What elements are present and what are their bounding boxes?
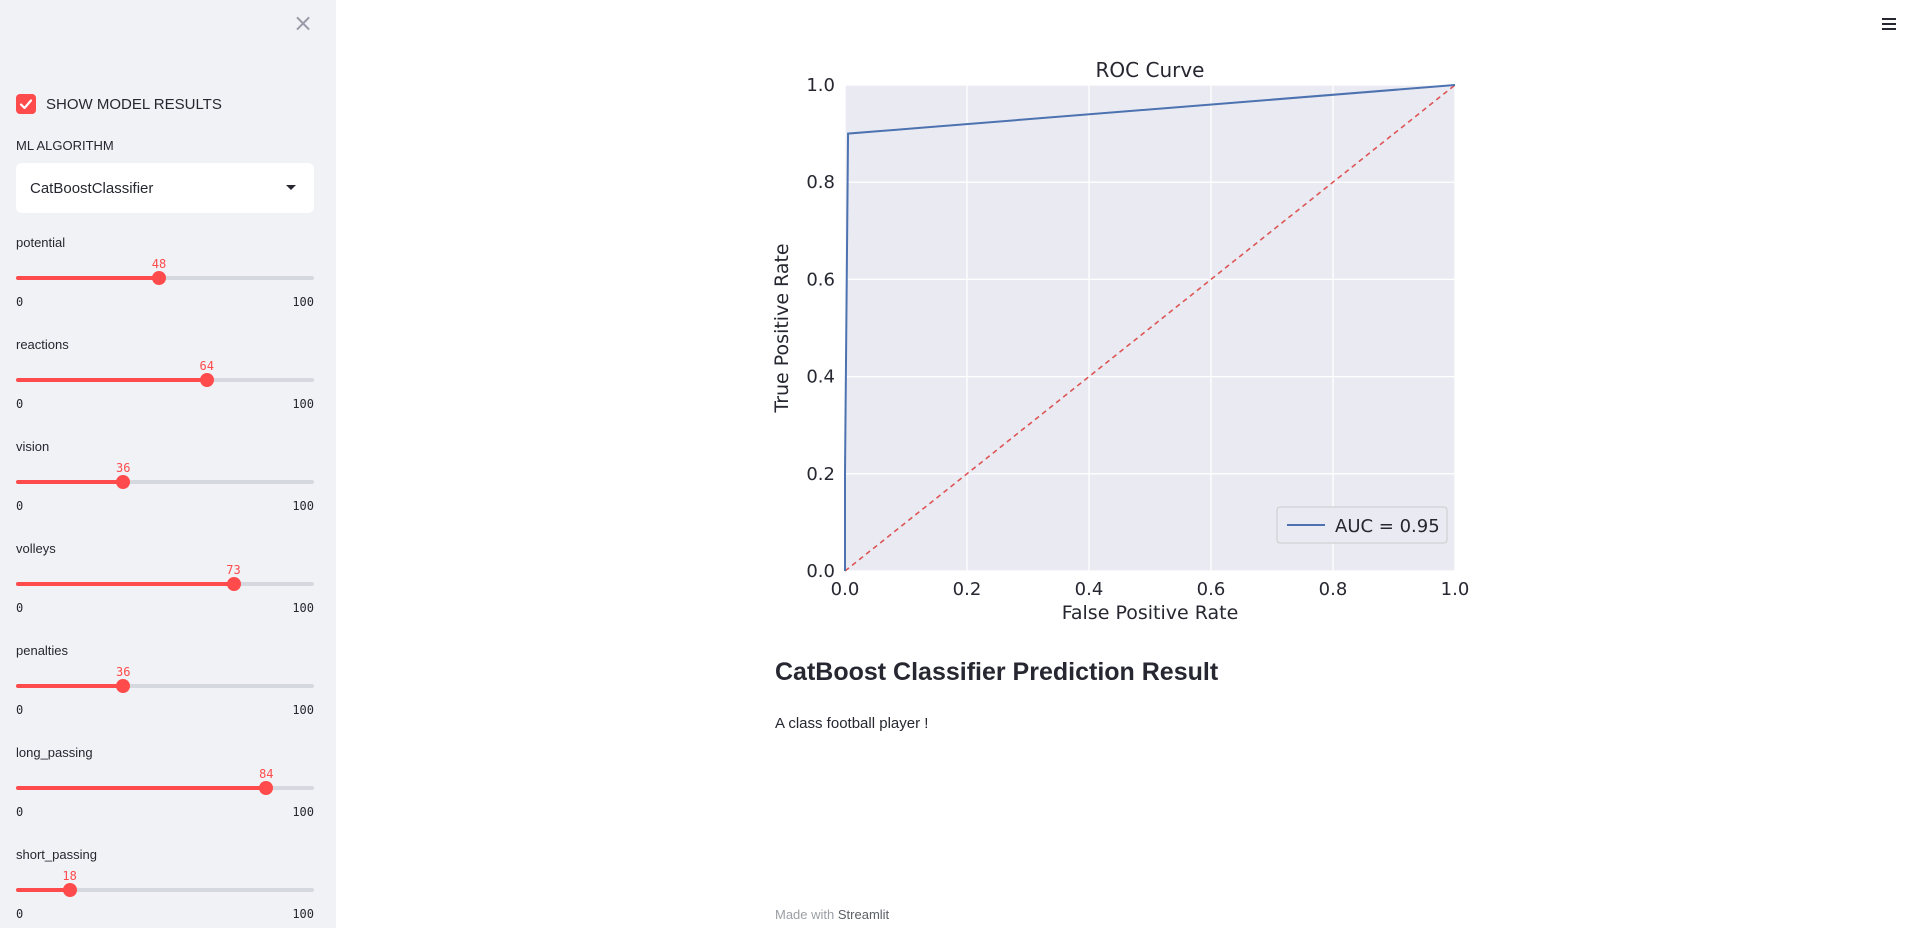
slider-track[interactable] [16,373,314,387]
slider-potential[interactable]: potential 48 0 100 [16,235,314,325]
slider-max: 100 [292,805,314,819]
slider-fill [16,582,234,586]
slider-thumb[interactable] [116,475,131,489]
slider-track[interactable] [16,679,314,693]
y-axis-label: True Positive Rate [771,243,793,413]
slider-penalties[interactable]: penalties 36 0 100 [16,643,314,733]
slider-value: 36 [116,461,131,475]
slider-long-passing[interactable]: long_passing 84 0 100 [16,745,314,835]
slider-label: vision [16,439,50,454]
x-tick-label: 0.6 [1197,579,1226,600]
slider-value: 64 [199,359,214,373]
roc-chart: 0.0 0.2 0.4 0.6 0.8 1.0 0.0 0.2 0.4 0.6 0.8 1.0 ROC … [770,55,1480,635]
slider-label: penalties [16,643,69,658]
footer-brand-link[interactable]: Streamlit [837,907,890,922]
slider-fill [16,276,160,280]
chance-diagonal-line [844,84,1456,572]
result-text: A class football player ! [775,715,929,732]
slider-volleys[interactable]: volleys 73 0 100 [16,541,314,631]
slider-max: 100 [292,907,314,921]
footer: Made with Streamlit [775,907,889,922]
slider-reactions[interactable]: reactions 64 0 100 [16,337,314,427]
slider-max: 100 [292,703,314,717]
algorithm-select[interactable]: CatBoostClassifier [16,163,314,213]
x-tick-label: 0.8 [1319,579,1348,600]
show-model-results-checkbox[interactable]: SHOW MODEL RESULTS [16,94,222,114]
result-title: CatBoost Classifier Prediction Result [775,658,1219,686]
algorithm-selected-value: CatBoostClassifier [30,179,154,197]
roc-chart-svg: 0.0 0.2 0.4 0.6 0.8 1.0 0.0 0.2 0.4 0.6 0.8 1.0 ROC … [771,58,1470,624]
y-tick-label: 0.4 [806,367,835,388]
x-tick-label: 0.0 [831,579,860,600]
legend-entry: AUC = 0.95 [1335,516,1440,537]
slider-vision[interactable]: vision 36 0 100 [16,439,314,529]
slider-min: 0 [16,295,24,309]
slider-min: 0 [16,397,24,411]
y-tick-label: 0.2 [806,464,835,485]
chevron-down-icon [286,185,296,190]
slider-thumb[interactable] [226,577,241,591]
slider-label: short_passing [16,847,97,862]
checkbox-label: SHOW MODEL RESULTS [46,95,222,113]
slider-min: 0 [16,601,24,615]
checkbox-checked-icon[interactable] [16,94,36,114]
slider-thumb[interactable] [259,781,274,795]
slider-min: 0 [16,703,24,717]
sidebar: × SHOW MODEL RESULTS ML ALGORITHM CatBoo… [0,0,336,928]
slider-max: 100 [292,499,314,513]
slider-label: potential [16,235,66,250]
x-tick-label: 0.2 [953,579,982,600]
chart-title: ROC Curve [1096,58,1205,82]
x-tick-label: 0.4 [1075,579,1104,600]
slider-track[interactable] [16,577,314,591]
slider-fill [16,480,124,484]
slider-min: 0 [16,907,24,921]
hamburger-menu-icon[interactable] [1880,14,1898,34]
roc-curve-line [844,84,1456,571]
slider-track[interactable] [16,781,314,795]
slider-value: 73 [226,563,241,577]
slider-value: 48 [151,257,167,271]
algorithm-label: ML ALGORITHM [16,138,114,153]
y-tick-label: 0.8 [806,172,835,193]
slider-label: volleys [16,541,56,556]
x-axis-label: False Positive Rate [1062,602,1239,624]
slider-fill [16,888,70,892]
slider-max: 100 [292,397,314,411]
y-tick-label: 1.0 [806,75,835,96]
slider-fill [16,684,124,688]
y-tick-label: 0.0 [806,561,835,582]
slider-thumb[interactable] [116,679,131,693]
slider-thumb[interactable] [152,271,167,285]
slider-thumb[interactable] [62,883,77,897]
slider-thumb[interactable] [199,373,214,387]
slider-value: 36 [116,665,131,679]
slider-value: 84 [259,767,274,781]
y-tick-label: 0.6 [806,269,835,290]
slider-min: 0 [16,805,24,819]
footer-prefix: Made with [775,907,838,922]
slider-label: long_passing [16,745,93,760]
x-tick-label: 1.0 [1441,579,1470,600]
slider-value: 18 [62,869,77,883]
slider-short-passing[interactable]: short_passing 18 0 100 [16,847,314,937]
slider-track[interactable] [16,883,314,897]
slider-label: reactions [16,337,69,352]
slider-fill [16,378,207,382]
legend-box [1276,506,1448,544]
close-sidebar-icon[interactable]: × [292,9,314,37]
slider-max: 100 [292,295,314,309]
slider-fill [16,786,267,790]
slider-track[interactable] [16,475,314,489]
slider-min: 0 [16,499,24,513]
slider-max: 100 [292,601,314,615]
slider-track[interactable] [16,271,314,285]
